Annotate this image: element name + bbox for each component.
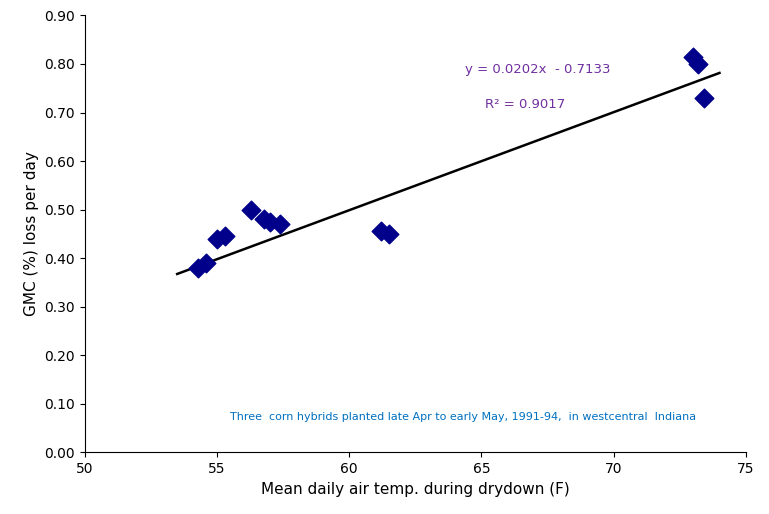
Point [218, 232, 231, 241]
Point [375, 227, 387, 235]
Point [200, 259, 212, 267]
Text: Three  corn hybrids planted late Apr to early May, 1991-94,  in westcentral  Ind: Three corn hybrids planted late Apr to e… [230, 412, 696, 421]
Y-axis label: GMC (%) loss per day: GMC (%) loss per day [24, 152, 38, 316]
Point [192, 264, 205, 272]
Text: y = 0.0202x  - 0.7133: y = 0.0202x - 0.7133 [464, 63, 611, 77]
Text: R² = 0.9017: R² = 0.9017 [484, 99, 565, 112]
Point [258, 215, 271, 224]
Point [245, 206, 258, 214]
Point [687, 52, 699, 61]
Point [692, 60, 704, 68]
Point [275, 220, 287, 228]
Point [383, 230, 395, 238]
Point [211, 234, 223, 243]
Point [697, 94, 710, 102]
X-axis label: Mean daily air temp. during drydown (F): Mean daily air temp. during drydown (F) [261, 482, 570, 497]
Point [264, 217, 276, 226]
